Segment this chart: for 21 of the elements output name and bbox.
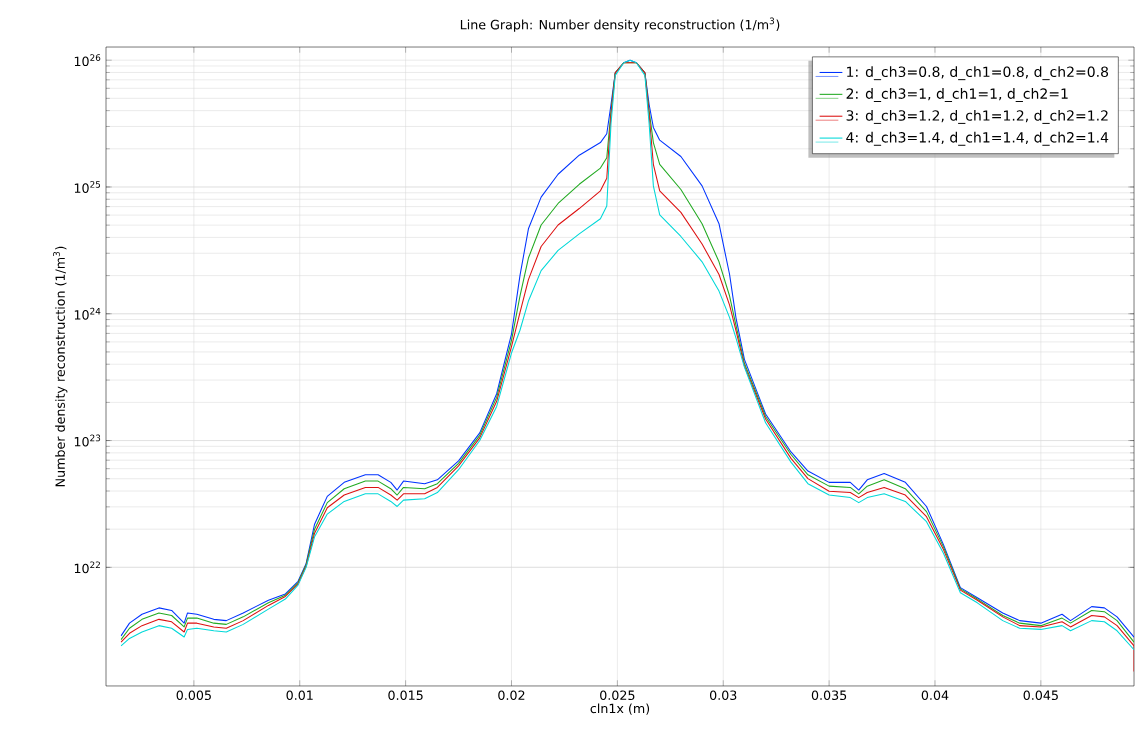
legend-label: 1: d_ch3=0.8, d_ch1=0.8, d_ch2=0.8	[847, 66, 1109, 81]
chart-title: Line Graph: Number density reconstruction (1/m$^{3}$)	[460, 17, 780, 32]
legend-label: 3: d_ch3=1.2, d_ch1=1.2, d_ch2=1.2	[846, 109, 1108, 124]
y-tick-label: 10$^{23}$	[74, 434, 101, 447]
x-tick-label: 0.04	[921, 690, 949, 701]
x-tick-label: 0.045	[1023, 690, 1058, 701]
x-tick-label: 0.02	[498, 690, 525, 701]
y-axis-title: Number density reconstruction (1/m$^{3}$)	[53, 246, 68, 487]
x-tick-label: 0.01	[286, 690, 313, 701]
x-tick-label: 0.015	[388, 690, 423, 701]
y-tick-label: 10$^{26}$	[74, 54, 101, 67]
x-axis-title: cln1x (m)	[590, 703, 650, 715]
legend-label: 2: d_ch3=1, d_ch1=1, d_ch2=1	[846, 88, 1068, 103]
x-tick-label: 0.025	[600, 690, 635, 701]
y-tick-label: 10$^{24}$	[74, 307, 101, 320]
x-tick-label: 0.03	[709, 690, 737, 701]
x-tick-label: 0.005	[176, 690, 211, 701]
x-tick-label: 0.035	[811, 690, 847, 701]
legend-label: 4: d_ch3=1.4, d_ch1=1.4, d_ch2=1.4	[846, 131, 1109, 146]
y-tick-label: 10$^{22}$	[74, 561, 100, 574]
y-tick-label: 10$^{25}$	[74, 181, 101, 193]
